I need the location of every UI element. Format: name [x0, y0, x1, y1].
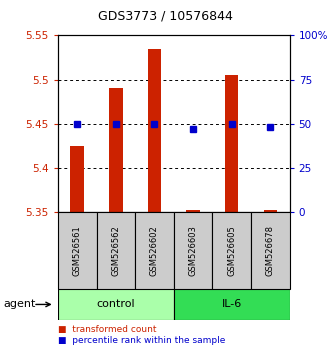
Text: IL-6: IL-6	[221, 299, 242, 309]
Bar	[135, 212, 174, 289]
Text: agent: agent	[3, 299, 36, 309]
Text: GSM526603: GSM526603	[189, 225, 198, 276]
Text: GDS3773 / 10576844: GDS3773 / 10576844	[98, 10, 233, 22]
Text: GSM526562: GSM526562	[111, 225, 120, 276]
Bar	[174, 289, 290, 320]
Text: ■  percentile rank within the sample: ■ percentile rank within the sample	[58, 336, 225, 344]
Bar	[58, 212, 97, 289]
Bar	[251, 212, 290, 289]
Bar	[174, 212, 213, 289]
Text: GSM526602: GSM526602	[150, 225, 159, 276]
Bar	[213, 212, 251, 289]
Bar	[186, 210, 200, 212]
Bar	[263, 210, 277, 212]
Text: GSM526678: GSM526678	[266, 225, 275, 276]
Bar	[225, 75, 238, 212]
Bar	[71, 146, 84, 212]
Bar	[109, 88, 122, 212]
Bar	[58, 289, 174, 320]
Bar	[97, 212, 135, 289]
Text: ■  transformed count: ■ transformed count	[58, 325, 157, 334]
Text: control: control	[97, 299, 135, 309]
Text: GSM526561: GSM526561	[73, 225, 82, 276]
Bar	[148, 48, 161, 212]
Text: GSM526605: GSM526605	[227, 225, 236, 276]
